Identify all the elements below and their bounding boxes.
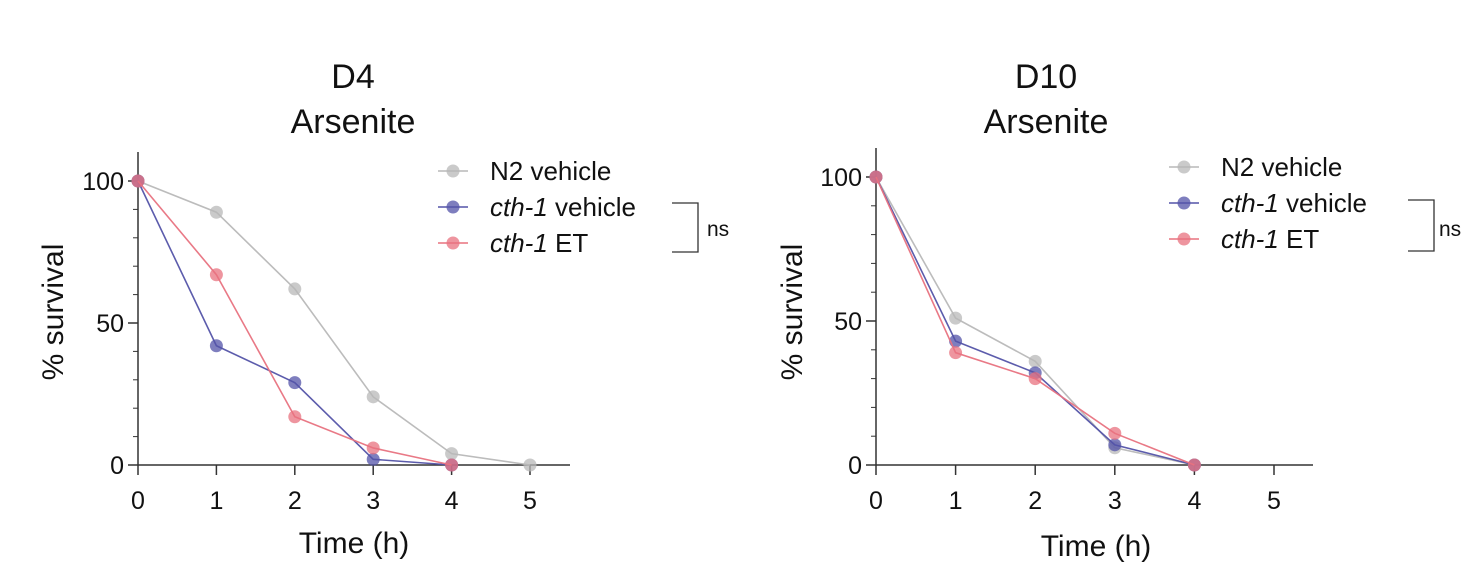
legend-label: cth-1 ET (1221, 224, 1319, 254)
series-line-3 (875, 176, 1195, 466)
data-point (1028, 354, 1042, 368)
significance-bracket (1408, 199, 1435, 252)
series-line-1 (137, 180, 531, 466)
x-tick-label: 4 (445, 487, 459, 515)
y-tick-label: 100 (82, 168, 124, 196)
x-tick-label: 5 (523, 487, 537, 515)
data-point (288, 410, 302, 424)
chart-title-line2: Arsenite (291, 103, 416, 141)
chart-panel-1: D4 Arsenite 0 50 100 0 1 2 3 4 5 Time (h) % survival… (37, 58, 729, 560)
legend-marker (1177, 160, 1191, 174)
x-tick-label: 3 (1108, 487, 1122, 515)
data-point (366, 441, 380, 455)
x-tick-label: 0 (131, 487, 145, 515)
series-line-2 (875, 176, 1195, 466)
y-tick-label: 50 (96, 310, 124, 338)
data-point (523, 458, 537, 472)
legend-marker (446, 236, 460, 250)
legend-marker (1177, 196, 1191, 210)
chart-panel-2: D10 Arsenite 0 50 100 0 1 2 3 4 5 Time (h) % surviva… (776, 58, 1461, 563)
chart-title-line1: D4 (331, 58, 374, 96)
legend-marker (446, 164, 460, 178)
data-point (949, 311, 963, 325)
legend-label: cth-1 vehicle (1221, 188, 1367, 218)
data-point (1187, 458, 1201, 472)
significance-bracket (672, 202, 699, 253)
data-point (288, 376, 302, 390)
data-point (949, 346, 963, 360)
data-point (131, 174, 145, 188)
chart-title-line2: Arsenite (984, 103, 1109, 141)
y-tick-label: 0 (848, 452, 862, 480)
y-axis-label: % survival (776, 244, 809, 381)
x-tick-label: 3 (366, 487, 380, 515)
y-tick-label: 0 (110, 452, 124, 480)
data-point (445, 447, 459, 461)
legend-label: cth-1 ET (490, 228, 588, 258)
significance-label: ns (1439, 218, 1461, 241)
legend-label: N2 vehicle (1221, 152, 1342, 182)
legend-marker (1177, 232, 1191, 246)
x-tick-label: 1 (209, 487, 223, 515)
data-point (209, 268, 223, 282)
x-axis-label: Time (h) (1041, 530, 1152, 563)
data-point (288, 282, 302, 296)
series-line-1 (875, 176, 1195, 466)
y-axis-label: % survival (37, 244, 70, 381)
chart-title-line1: D10 (1015, 58, 1077, 96)
data-point (1108, 438, 1122, 452)
x-tick-label: 1 (949, 487, 963, 515)
x-tick-label: 0 (869, 487, 883, 515)
data-point (366, 452, 380, 466)
y-tick-label: 50 (834, 308, 862, 336)
y-tick-label: 100 (820, 164, 862, 192)
data-point (1028, 372, 1042, 386)
data-point (445, 458, 459, 472)
legend-label: N2 vehicle (490, 156, 611, 186)
x-tick-label: 2 (1028, 487, 1042, 515)
legend-marker (446, 200, 460, 214)
data-point (869, 170, 883, 184)
data-point (209, 205, 223, 219)
x-axis-label: Time (h) (299, 527, 410, 560)
data-point (366, 390, 380, 404)
legend-label: cth-1 vehicle (490, 192, 636, 222)
data-point (1108, 426, 1122, 440)
data-point (209, 339, 223, 353)
x-tick-label: 5 (1267, 487, 1281, 515)
significance-label: ns (707, 218, 729, 241)
x-tick-label: 4 (1187, 487, 1201, 515)
x-tick-label: 2 (288, 487, 302, 515)
